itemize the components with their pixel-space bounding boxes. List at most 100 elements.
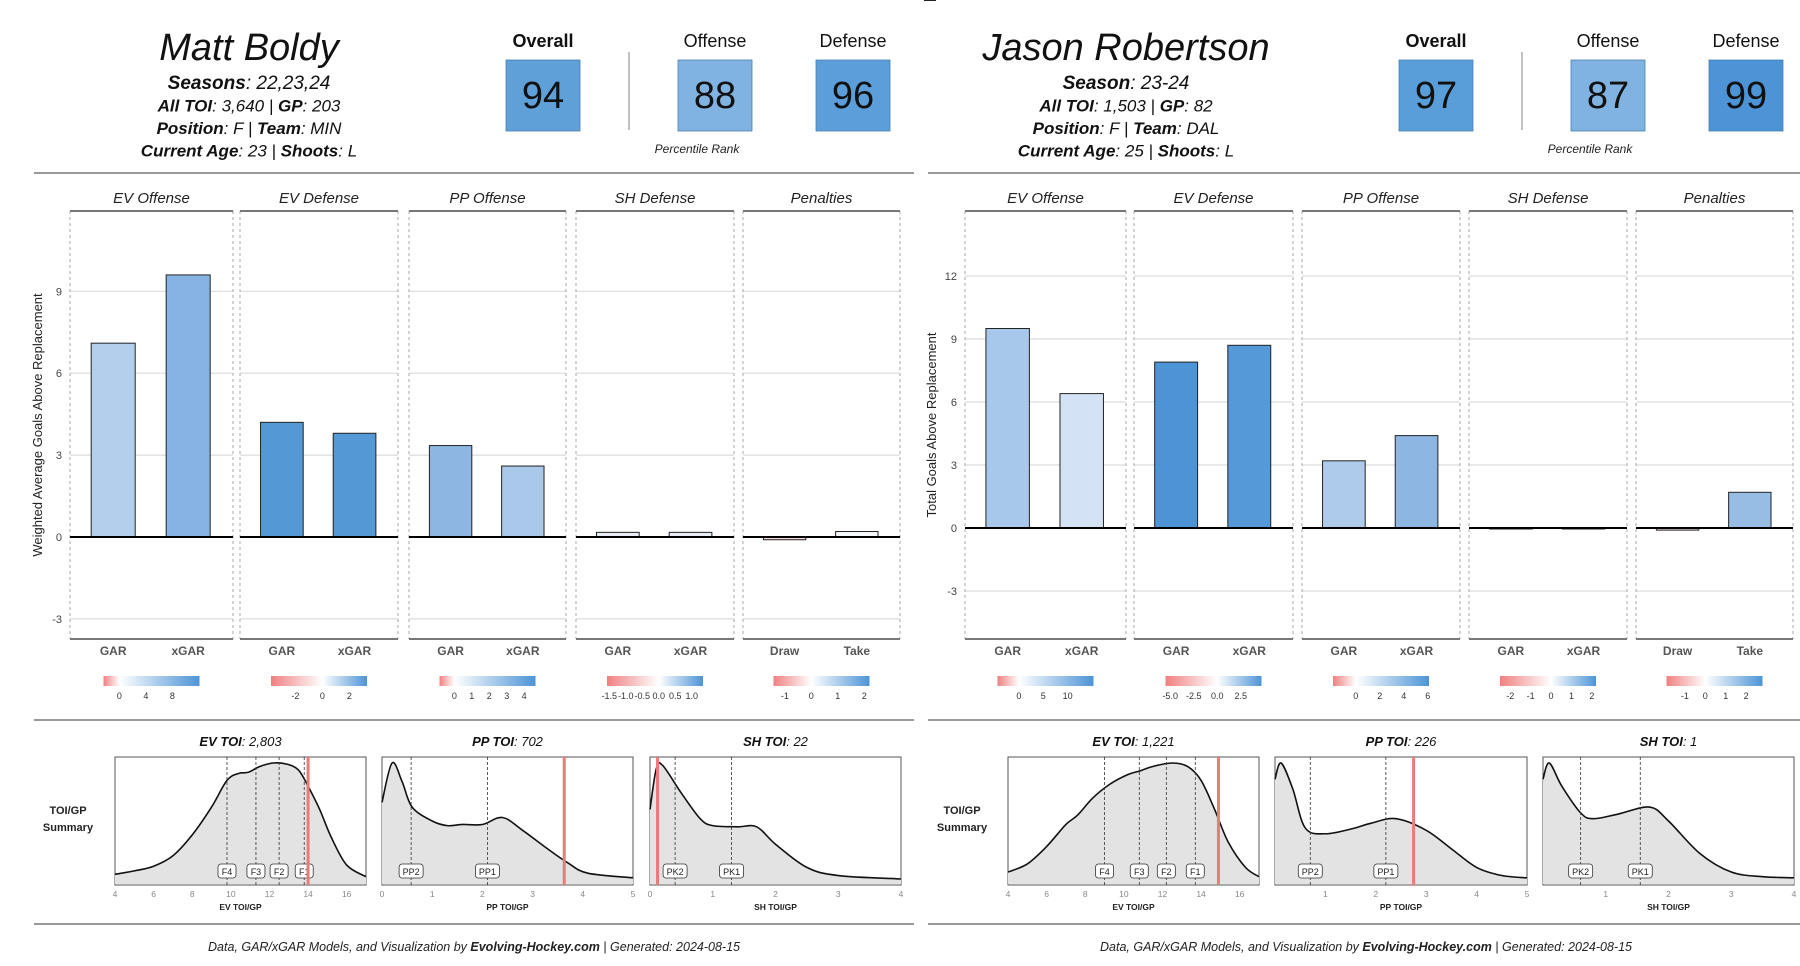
marker-label-box [662, 863, 688, 879]
color-legend-bar [1500, 676, 1596, 686]
legend-tick-label: 0.0 [653, 691, 666, 701]
rating-value-overall: 94 [522, 75, 564, 117]
toi-summary-label: TOI/GP [49, 805, 86, 817]
legend-tick-label: 10 [1063, 691, 1073, 701]
y-tick-label: 9 [56, 286, 62, 298]
density-title-label: EV TOI [199, 734, 242, 749]
legend-tick-label: 0 [1016, 691, 1021, 701]
density-x-axis-title: PP TOI/GP [1380, 902, 1423, 912]
facet-title: EV Offense [1007, 190, 1084, 207]
color-legend-bar [1666, 676, 1763, 686]
rating-label-offense: Offense [684, 31, 747, 51]
marker-label-box [1095, 863, 1114, 879]
legend-tick-label: -1 [781, 691, 789, 701]
y-tick-label: -3 [947, 586, 957, 598]
facet-title: PP Offense [1343, 190, 1419, 207]
facet-title: EV Offense [113, 190, 190, 207]
player-info-line: All TOI: 1,503 | GP: 82 [1038, 97, 1213, 116]
info-label: Current Age [141, 142, 239, 161]
colon: : [1100, 119, 1109, 138]
x-category-label: Draw [1663, 644, 1693, 658]
density-title-label: SH TOI [1640, 734, 1683, 749]
separator: | [264, 97, 278, 116]
density-area [1275, 762, 1527, 884]
y-tick-label: 3 [56, 450, 62, 462]
footer-prefix: Data, GAR/xGAR Models, and Visualization… [208, 940, 470, 954]
marker-label: PK2 [1572, 867, 1589, 877]
info-label: Team [1133, 119, 1177, 138]
density-area [1008, 763, 1259, 884]
legend-tick-label: 2.5 [1235, 691, 1248, 701]
y-tick-label: 0 [951, 523, 957, 535]
density-curve [114, 762, 367, 878]
density-title-label: PP TOI [472, 734, 514, 749]
marker-label-box [246, 863, 266, 879]
facet-title: EV Defense [279, 190, 359, 207]
footer-site-link[interactable]: Evolving-Hockey.com [470, 940, 599, 954]
marker-label-box [398, 863, 424, 879]
color-legend-bar [607, 676, 703, 686]
legend-tick-label: 2 [1589, 691, 1594, 701]
x-tick-label: 4 [1006, 889, 1011, 899]
density-title: PP TOI: 226 [1366, 734, 1438, 749]
player-name: Matt Boldy [159, 27, 341, 69]
marker-label: F3 [251, 867, 262, 877]
info-value: 23-24 [1140, 73, 1190, 94]
colon: : [786, 734, 793, 749]
info-value: 203 [311, 97, 341, 116]
footer-prefix: Data, GAR/xGAR Models, and Visualization… [1100, 940, 1362, 954]
x-tick-label: 3 [1424, 889, 1429, 899]
x-tick-label: 4 [1474, 889, 1479, 899]
rating-value-overall: 97 [1415, 75, 1457, 117]
y-tick-label: -3 [52, 614, 62, 626]
x-tick-label: 6 [1044, 889, 1049, 899]
separator: | [1146, 97, 1160, 116]
density-curve [381, 761, 634, 879]
info-value: 25 [1124, 142, 1144, 161]
legend-tick-label: 4 [522, 691, 527, 701]
bar-gar [428, 445, 473, 538]
x-category-label: xGAR [1400, 644, 1434, 658]
density-title: SH TOI: 22 [743, 734, 809, 749]
color-legend-bar [439, 676, 536, 686]
marker-label: PP1 [479, 867, 496, 877]
density-title-label: PP TOI [1366, 734, 1408, 749]
density-curve [1274, 762, 1528, 879]
player-panel: Matt Boldy Seasons: 22,23,24 All TOI: 3,64… [30, 27, 914, 954]
x-category-label: xGAR [338, 644, 372, 658]
density-sh-toi: SH TOI: 22 PK2 PK1 0 1 2 3 4 SH TOI/GP [648, 734, 904, 912]
legend-tick-label: 0 [320, 691, 325, 701]
x-tick-label: 2 [1373, 889, 1378, 899]
x-tick-label: 2 [480, 889, 485, 899]
density-title-value: 2,803 [248, 734, 282, 749]
x-tick-label: 1 [1603, 889, 1608, 899]
x-tick-label: 1 [1323, 889, 1328, 899]
density-x-axis-title: SH TOI/GP [754, 902, 797, 912]
rating-box-defense [1708, 59, 1784, 132]
legend-tick-label: 0 [1549, 691, 1554, 701]
x-category-label: GAR [1331, 644, 1358, 658]
footer-site-link[interactable]: Evolving-Hockey.com [1362, 940, 1491, 954]
colon: : [1177, 119, 1186, 138]
legend-tick-label: 1 [1723, 691, 1728, 701]
info-value: F [233, 119, 245, 138]
legend-tick-label: 1 [1569, 691, 1574, 701]
toi-summary-label: TOI/GP [943, 805, 980, 817]
colon: : [1130, 73, 1141, 94]
density-title-value: 1 [1690, 734, 1697, 749]
info-label: All TOI [1038, 97, 1095, 116]
separator: | [267, 142, 281, 161]
legend-tick-label: 0.5 [669, 691, 682, 701]
marker-label: F3 [1134, 867, 1145, 877]
marker-label: F2 [274, 867, 285, 877]
color-legend-bar [1333, 676, 1429, 686]
colon: : [1184, 97, 1193, 116]
x-category-label: GAR [1498, 644, 1525, 658]
legend-tick-label: -1 [1681, 691, 1689, 701]
y-tick-label: 0 [56, 532, 62, 544]
marker-label: PP1 [1377, 867, 1394, 877]
marker-label: F2 [1161, 867, 1172, 877]
marker-label: PK1 [1632, 867, 1649, 877]
density-area [382, 762, 633, 884]
